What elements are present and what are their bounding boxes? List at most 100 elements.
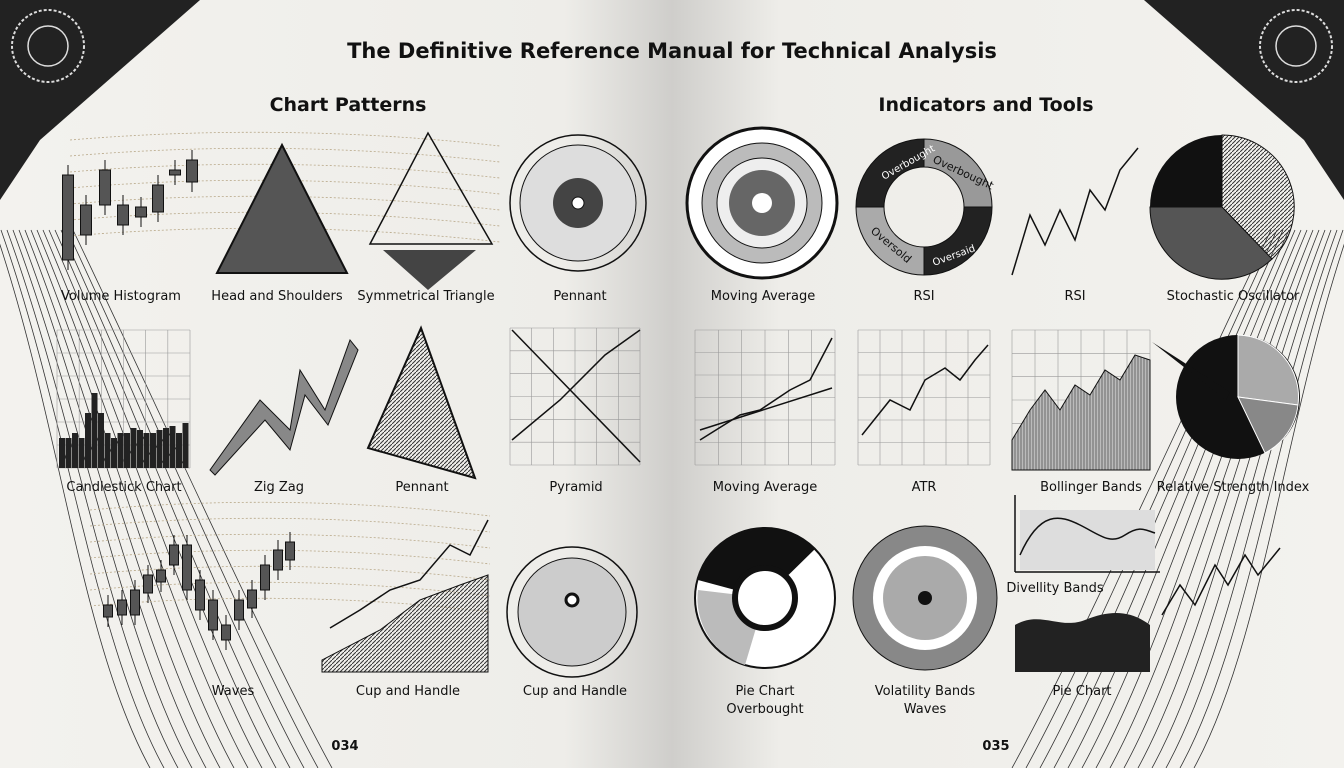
ornament-line <box>48 229 277 768</box>
triangle-icon <box>368 131 494 245</box>
histogram-bar <box>163 428 169 468</box>
histogram-bar <box>117 433 124 468</box>
ornament-line <box>1151 229 1332 768</box>
page-number: 034 <box>331 739 358 754</box>
item-label: Waves <box>212 684 255 699</box>
candle-body <box>169 544 179 566</box>
item-sublabel: Waves <box>904 702 947 717</box>
wheel-icon <box>685 126 839 280</box>
item-label: Divellity Bands <box>1006 581 1103 596</box>
corner-ornament <box>1259 9 1333 83</box>
ornament-line <box>1137 229 1326 768</box>
item-label: Pie Chart <box>1052 684 1111 699</box>
ornament-line <box>42 229 263 768</box>
histogram-bar <box>143 433 150 468</box>
wheel-icon <box>509 134 647 272</box>
ornament-line <box>12 229 193 768</box>
histogram-bar <box>130 428 137 468</box>
item-label: Cup and Handle <box>356 684 460 699</box>
item-label: Pie Chart <box>735 684 794 699</box>
histogram-bar <box>78 438 85 468</box>
illustrations-left <box>209 131 647 678</box>
histogram-bar <box>150 433 156 468</box>
donut-icon <box>694 527 836 669</box>
right-heading: Indicators and Tools <box>878 94 1093 116</box>
left-heading: Chart Patterns <box>270 94 427 116</box>
ornament-line <box>24 229 221 768</box>
candle-body <box>182 544 192 591</box>
title: The Definitive Reference Manual for Tech… <box>347 39 997 63</box>
wheel-icon <box>506 546 638 678</box>
histogram-bar <box>91 393 98 468</box>
candle-body <box>221 624 231 641</box>
ornament-line <box>1109 229 1314 768</box>
corner-ornament <box>1275 25 1317 67</box>
histogram-bar <box>111 438 117 468</box>
wave-line <box>69 163 501 179</box>
wave-line <box>89 581 491 597</box>
line-icon <box>511 329 641 441</box>
item-sublabel: Overbought <box>726 702 803 717</box>
pie-icon <box>1152 334 1300 459</box>
ornament-line <box>66 229 319 768</box>
ornament-line <box>1123 229 1320 768</box>
line-icon <box>511 329 641 463</box>
candle-body <box>169 169 181 176</box>
item-label: Symmetrical Triangle <box>357 289 494 304</box>
ornament-line <box>18 229 207 768</box>
item-label: Pyramid <box>549 480 602 495</box>
item-label: Cup and Handle <box>523 684 627 699</box>
ornament-line <box>0 229 165 768</box>
donut-icon <box>855 138 993 276</box>
item-label: RSI <box>913 289 934 304</box>
histogram-bar <box>104 433 111 468</box>
wave-line <box>89 517 491 533</box>
wave-line <box>69 179 501 195</box>
ornament-line <box>1193 243 1344 768</box>
candle-body <box>62 174 74 261</box>
area-icon <box>321 574 489 673</box>
wave-line <box>69 227 501 243</box>
candle-body <box>260 564 270 591</box>
pyramid-icon <box>366 325 477 480</box>
line-icon <box>699 387 833 431</box>
ornament-line <box>72 229 333 768</box>
histogram-bar <box>156 430 163 468</box>
candle-body <box>285 541 295 561</box>
wave-line <box>69 131 501 147</box>
candle-body <box>143 574 153 594</box>
ornament-line <box>1179 229 1344 768</box>
ornament-line <box>54 229 291 768</box>
page-number: 035 <box>982 739 1009 754</box>
item-label: Zig Zag <box>254 480 304 495</box>
item-label: Stochastic Oscillator <box>1167 289 1300 304</box>
corner-ornament <box>11 9 85 83</box>
candle-body <box>117 599 127 616</box>
wave-line <box>69 211 501 227</box>
wave-line <box>89 597 491 613</box>
histogram-bar <box>59 438 65 468</box>
line-icon <box>1161 547 1281 616</box>
candle-body <box>103 604 113 618</box>
ornament-line <box>1053 229 1290 768</box>
item-label: Pennant <box>553 289 606 304</box>
item-label: Volume Histogram <box>61 289 181 304</box>
histogram-bar <box>169 426 176 468</box>
histogram-bar <box>182 423 189 468</box>
area-icon <box>1011 354 1151 471</box>
item-label: Pennant <box>395 480 448 495</box>
wave-line <box>89 501 491 517</box>
item-label: Bollinger Bands <box>1040 480 1142 495</box>
ornament-line <box>1095 229 1308 768</box>
ornament-line <box>1081 229 1302 768</box>
candle-body <box>80 204 92 236</box>
histogram-bar <box>176 433 182 468</box>
item-label: Moving Average <box>711 289 815 304</box>
line-icon <box>861 344 989 436</box>
histogram-bar <box>98 413 104 468</box>
item-label: RSI <box>1064 289 1085 304</box>
candle-body <box>273 549 283 571</box>
candle-body <box>135 206 147 218</box>
corner-ornament <box>1144 0 1344 200</box>
wave-line <box>69 195 501 211</box>
